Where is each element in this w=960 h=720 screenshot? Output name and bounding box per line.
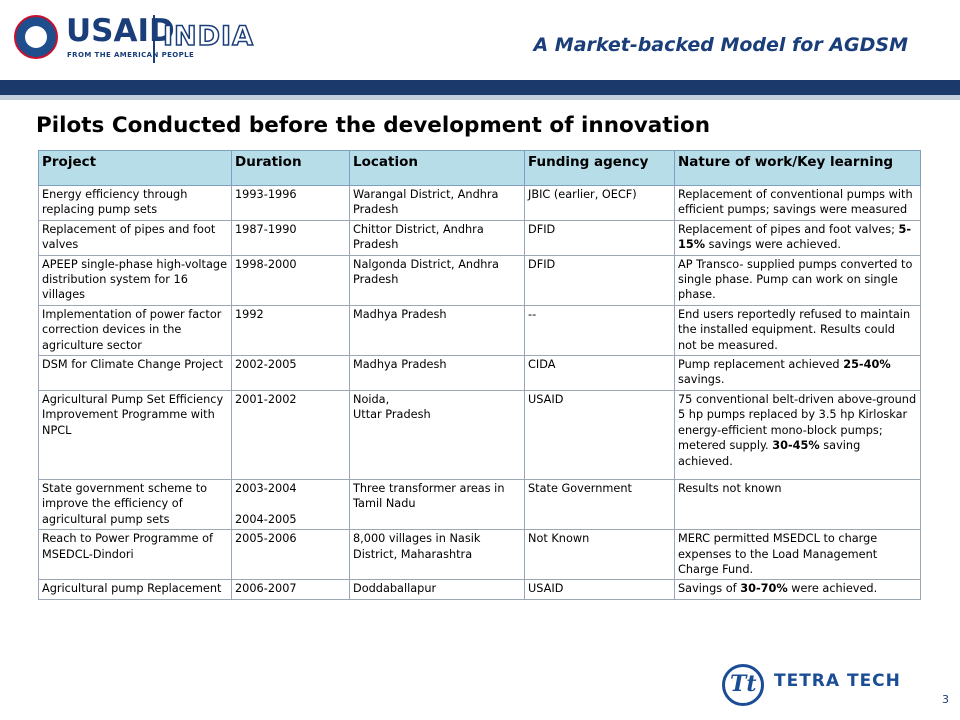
pilots-table: Project Duration Location Funding agency… [38,150,921,600]
nature-text: 75 conventional belt-driven above-ground… [678,392,917,453]
nature-text: were achieved. [787,582,878,596]
cell-duration: 1992 [231,304,350,357]
table-row: Agricultural Pump Set Efficiency Improve… [38,389,921,480]
column-header-funding-agency: Funding agency [524,150,675,186]
cell-nature: MERC permitted MSEDCL to charge expenses… [674,529,921,581]
cell-duration: 2003-2004 2004-2005 [231,478,350,531]
header-title: A Market-backed Model for AGDSM [533,34,908,56]
column-header-location: Location [349,150,525,186]
usaid-logo: USAID [66,13,175,49]
nature-text: Savings of [678,582,741,596]
cell-location: Noida, Uttar Pradesh [349,389,525,480]
nature-text: saving achieved. [678,439,861,468]
location-line: Uttar Pradesh [353,408,431,422]
cell-duration: 2005-2006 [231,529,350,581]
cell-nature: Savings of 30-70% were achieved. [674,579,921,600]
cell-funding: -- [524,304,675,357]
column-header-duration: Duration [231,150,350,186]
cell-location: 8,000 villages in Nasik District, Mahara… [349,529,525,581]
table-row: Energy efficiency through replacing pump… [38,185,921,221]
table-row: Implementation of power factor correctio… [38,304,921,357]
usaid-seal-icon [14,15,58,59]
cell-funding: State Government [524,478,675,531]
cell-duration: 1993-1996 [231,185,350,221]
table-header-row: Project Duration Location Funding agency… [38,150,921,186]
tetra-tech-mark: Tt [730,671,757,697]
usaid-tagline: FROM THE AMERICAN PEOPLE [67,51,195,59]
duration-line: 2004-2005 [235,512,297,526]
cell-nature: Replacement of pipes and foot valves; 5-… [674,219,921,256]
cell-project: Agricultural Pump Set Efficiency Improve… [38,389,232,480]
cell-nature: 75 conventional belt-driven above-ground… [674,389,921,480]
cell-location: Doddaballapur [349,579,525,600]
table-row: Replacement of pipes and foot valves 198… [38,219,921,256]
page-title: Pilots Conducted before the development … [36,113,711,138]
savings-highlight: 30-70% [740,582,788,596]
cell-location: Three transformer areas in Tamil Nadu [349,478,525,531]
table-row: Reach to Power Programme of MSEDCL-Dindo… [38,529,921,581]
cell-funding: DFID [524,219,675,256]
cell-nature: Results not known [674,478,921,531]
table-row: DSM for Climate Change Project 2002-2005… [38,355,921,391]
cell-project: Reach to Power Programme of MSEDCL-Dindo… [38,529,232,581]
tetra-tech-logo-icon: Tt [722,664,764,706]
nature-text: Replacement of pipes and foot valves; [678,222,899,236]
cell-location: Nalgonda District, Andhra Pradesh [349,254,525,306]
cell-funding: CIDA [524,355,675,391]
cell-project: Agricultural pump Replacement [38,579,232,600]
cell-project: Energy efficiency through replacing pump… [38,185,232,221]
cell-project: DSM for Climate Change Project [38,355,232,391]
cell-project: Replacement of pipes and foot valves [38,219,232,256]
india-logo: INDIA [162,21,254,53]
cell-duration: 2002-2005 [231,355,350,391]
cell-location: Warangal District, Andhra Pradesh [349,185,525,221]
cell-project: Implementation of power factor correctio… [38,304,232,357]
column-header-project: Project [38,150,232,186]
nature-text: savings. [678,373,725,387]
cell-project: State government scheme to improve the e… [38,478,232,531]
cell-duration: 2006-2007 [231,579,350,600]
cell-funding: Not Known [524,529,675,581]
column-header-nature-of-work: Nature of work/Key learning [674,150,921,186]
header-band-accent [0,95,960,100]
cell-duration: 1987-1990 [231,219,350,256]
savings-highlight: 30-45% [772,439,820,453]
cell-funding: DFID [524,254,675,306]
cell-funding: JBIC (earlier, OECF) [524,185,675,221]
nature-text: Pump replacement achieved [678,358,844,372]
cell-duration: 1998-2000 [231,254,350,306]
cell-duration: 2001-2002 [231,389,350,480]
table-row: Agricultural pump Replacement 2006-2007 … [38,579,921,600]
table-row: State government scheme to improve the e… [38,478,921,531]
header-band [0,80,960,95]
logo-divider [153,15,155,63]
cell-project: APEEP single-phase high-voltage distribu… [38,254,232,306]
table-row: APEEP single-phase high-voltage distribu… [38,254,921,306]
duration-line: 2003-2004 [235,481,297,495]
cell-nature: Pump replacement achieved 25-40% savings… [674,355,921,391]
page-number: 3 [942,693,949,706]
slide-header: USAID FROM THE AMERICAN PEOPLE INDIA A M… [0,0,960,80]
location-line: Noida, [353,392,390,406]
nature-text: savings were achieved. [705,238,841,252]
cell-nature: End users reportedly refused to maintain… [674,304,921,357]
cell-location: Madhya Pradesh [349,304,525,357]
tetra-tech-wordmark: TETRA TECH [774,671,901,691]
savings-highlight: 5-15% [678,222,912,252]
cell-location: Chittor District, Andhra Pradesh [349,219,525,256]
cell-location: Madhya Pradesh [349,355,525,391]
cell-funding: USAID [524,389,675,480]
cell-nature: Replacement of conventional pumps with e… [674,185,921,221]
cell-nature: AP Transco- supplied pumps converted to … [674,254,921,306]
cell-funding: USAID [524,579,675,600]
savings-highlight: 25-40% [843,358,891,372]
